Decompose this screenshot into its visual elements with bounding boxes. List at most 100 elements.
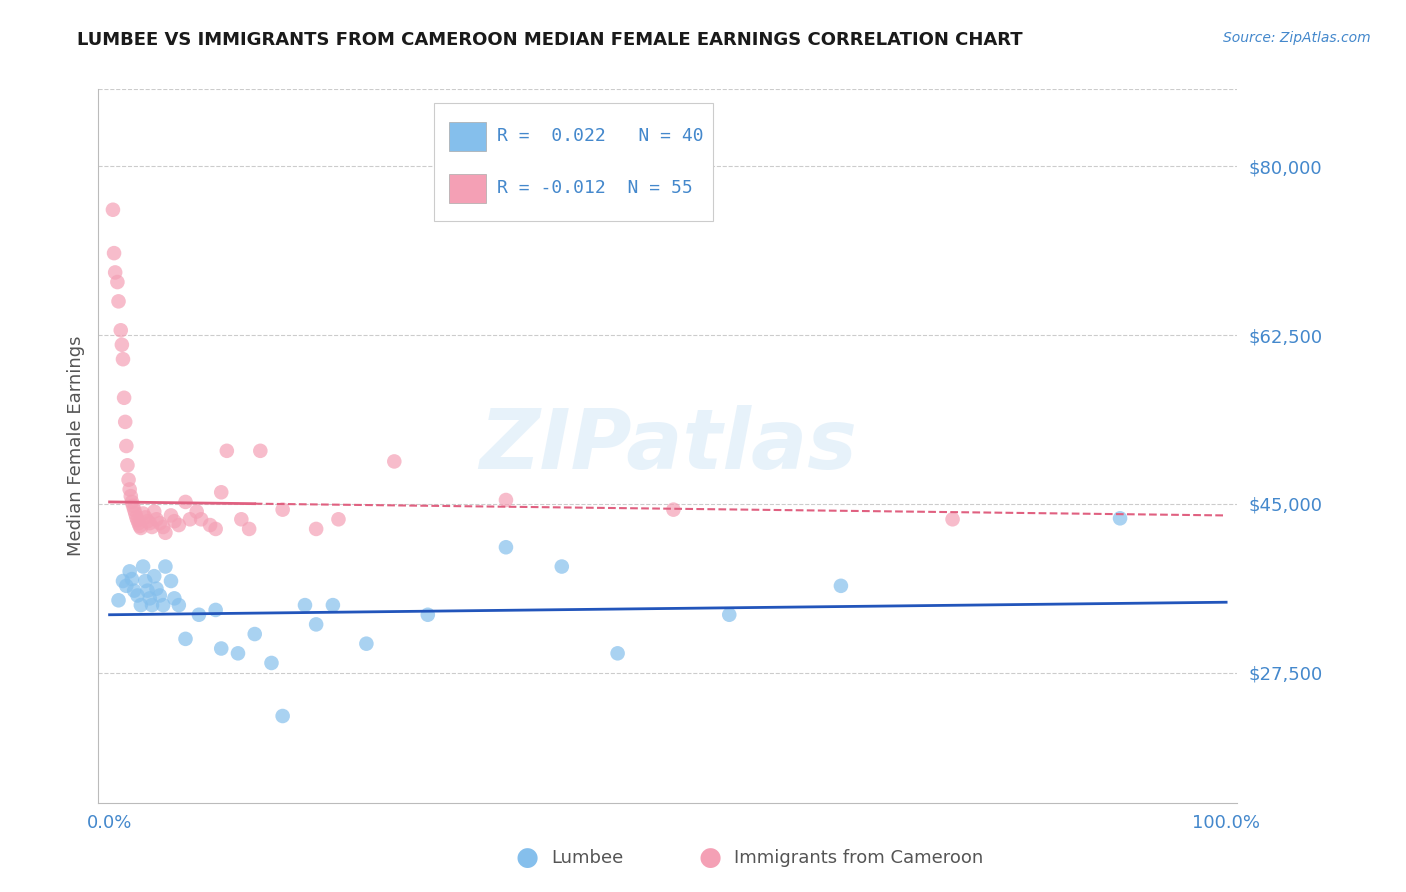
Point: [163, 591, 186, 606]
Text: Source: ZipAtlas.com: Source: ZipAtlas.com: [1223, 31, 1371, 45]
Point: [149, 516, 172, 530]
Point: [551, 559, 574, 574]
Point: [118, 565, 141, 579]
Point: [382, 454, 405, 468]
Point: [167, 598, 190, 612]
Point: [115, 439, 138, 453]
Point: [117, 458, 139, 473]
Point: [209, 641, 232, 656]
Point: [305, 522, 328, 536]
Point: [125, 510, 148, 524]
Point: [101, 202, 124, 217]
Point: [160, 508, 183, 523]
Point: [127, 589, 149, 603]
Point: [328, 512, 350, 526]
Point: [117, 473, 139, 487]
Point: [209, 485, 232, 500]
Text: LUMBEE VS IMMIGRANTS FROM CAMEROON MEDIAN FEMALE EARNINGS CORRELATION CHART: LUMBEE VS IMMIGRANTS FROM CAMEROON MEDIA…: [77, 31, 1024, 49]
Point: [122, 583, 145, 598]
Point: [111, 352, 134, 367]
Point: [152, 520, 174, 534]
Point: [114, 415, 136, 429]
Point: [198, 518, 221, 533]
Point: [132, 559, 155, 574]
Point: [112, 391, 135, 405]
Point: [129, 598, 152, 612]
Point: [305, 617, 328, 632]
Point: [226, 646, 249, 660]
Point: [190, 512, 212, 526]
Point: [141, 520, 163, 534]
Point: [107, 593, 129, 607]
FancyBboxPatch shape: [449, 121, 485, 151]
Point: [134, 574, 156, 588]
Point: [294, 598, 316, 612]
Point: [495, 493, 517, 508]
Point: [110, 323, 132, 337]
Point: [122, 499, 145, 513]
Point: [132, 507, 155, 521]
Point: [139, 591, 162, 606]
Point: [174, 495, 197, 509]
Point: [128, 516, 150, 530]
Text: ZIPatlas: ZIPatlas: [479, 406, 856, 486]
Text: Immigrants from Cameroon: Immigrants from Cameroon: [734, 849, 983, 867]
Point: [495, 541, 517, 555]
Point: [186, 505, 208, 519]
Point: [260, 656, 283, 670]
Point: [356, 637, 378, 651]
Point: [1109, 511, 1132, 525]
Point: [104, 265, 127, 279]
Point: [145, 512, 167, 526]
Point: [115, 579, 138, 593]
Point: [118, 483, 141, 497]
Point: [107, 294, 129, 309]
Point: [187, 607, 209, 622]
Point: [155, 559, 177, 574]
Point: [152, 598, 174, 612]
Point: [129, 521, 152, 535]
Point: [134, 510, 156, 524]
Point: [121, 572, 143, 586]
Point: [111, 337, 134, 351]
Point: [121, 495, 143, 509]
Point: [103, 246, 125, 260]
Point: [111, 574, 134, 588]
Point: [215, 443, 238, 458]
Point: [271, 709, 294, 723]
Y-axis label: Median Female Earnings: Median Female Earnings: [66, 335, 84, 557]
Point: [163, 514, 186, 528]
Point: [231, 512, 253, 526]
Point: [167, 518, 190, 533]
Point: [322, 598, 344, 612]
Point: [145, 582, 167, 596]
Point: [127, 513, 149, 527]
Text: ●: ●: [699, 845, 721, 871]
Point: [179, 512, 201, 526]
Point: [174, 632, 197, 646]
Point: [204, 603, 226, 617]
FancyBboxPatch shape: [449, 174, 485, 203]
Point: [139, 516, 162, 530]
Text: ●: ●: [516, 845, 538, 871]
Point: [662, 502, 685, 516]
Text: R =  0.022   N = 40: R = 0.022 N = 40: [498, 128, 703, 145]
Point: [416, 607, 439, 622]
Point: [204, 522, 226, 536]
Point: [124, 507, 146, 521]
Point: [271, 502, 294, 516]
Point: [830, 579, 852, 593]
Point: [149, 589, 172, 603]
Point: [238, 522, 260, 536]
Point: [143, 505, 166, 519]
Text: Lumbee: Lumbee: [551, 849, 623, 867]
Point: [107, 275, 129, 289]
Point: [718, 607, 741, 622]
Text: R = -0.012  N = 55: R = -0.012 N = 55: [498, 179, 693, 197]
Point: [128, 519, 150, 533]
Point: [243, 627, 266, 641]
Point: [155, 525, 177, 540]
Point: [122, 502, 145, 516]
Point: [942, 512, 965, 526]
Point: [120, 489, 142, 503]
